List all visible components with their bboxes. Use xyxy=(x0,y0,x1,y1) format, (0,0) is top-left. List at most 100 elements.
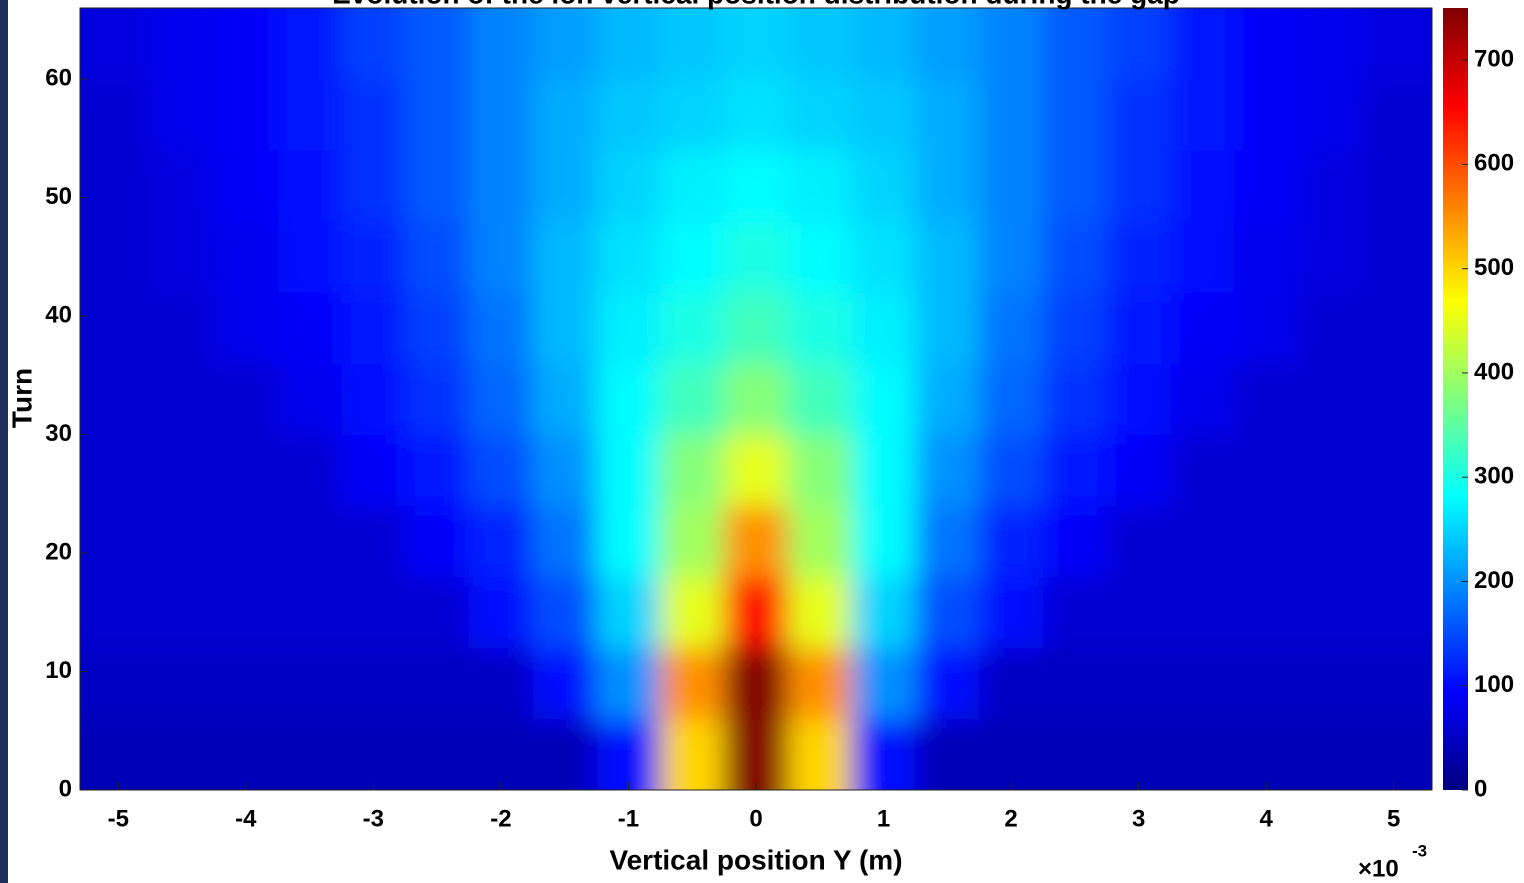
heatmap-cell xyxy=(1361,150,1432,222)
heatmap-cell xyxy=(405,505,470,578)
y-tick-label: 20 xyxy=(45,538,72,565)
heatmap-cell xyxy=(80,718,151,790)
heatmap-cell xyxy=(724,434,789,507)
heatmap-cell xyxy=(532,292,598,364)
x-tick-label: 3 xyxy=(1132,805,1145,832)
colorbar-tick-label: 400 xyxy=(1474,358,1514,385)
heatmap-cell xyxy=(532,8,598,80)
heatmap-cell xyxy=(150,79,215,151)
heatmap-cell xyxy=(80,647,151,720)
heatmap-cell xyxy=(277,505,342,578)
x-multiplier: ×10 xyxy=(1358,855,1399,882)
heatmap-cell xyxy=(469,505,534,578)
heatmap-cell xyxy=(1234,292,1299,364)
heatmap-cell xyxy=(532,505,598,578)
heatmap-cell xyxy=(277,434,342,507)
heatmap-cell xyxy=(660,576,725,649)
heatmap-cell xyxy=(1106,292,1172,364)
y-axis-label: Turn xyxy=(6,368,37,428)
heatmap-cell xyxy=(787,434,853,507)
heatmap-cell xyxy=(851,79,916,151)
heatmap-cell xyxy=(851,8,916,80)
heatmap-cell xyxy=(341,292,406,364)
heatmap-cell xyxy=(787,647,853,720)
heatmap-cell xyxy=(1361,505,1432,578)
heatmap-cell xyxy=(787,576,853,649)
heatmap-cell xyxy=(1170,576,1235,649)
heatmap-cell xyxy=(1170,79,1235,151)
heatmap-cell xyxy=(277,221,342,293)
heatmap-cell xyxy=(1298,576,1363,649)
heatmap-cell xyxy=(1234,718,1299,790)
heatmap-cell xyxy=(405,150,470,222)
heatmap-cell xyxy=(787,79,853,151)
y-tick-label: 60 xyxy=(45,64,72,91)
heatmap-cell xyxy=(1298,79,1363,151)
heatmap-cell xyxy=(596,363,661,436)
heatmap-cell xyxy=(1234,79,1299,151)
heatmap-cell xyxy=(277,8,342,80)
chart-title: Evolution of the ion vertical position d… xyxy=(332,0,1180,9)
heatmap-cell xyxy=(469,8,534,80)
heatmap-cell xyxy=(213,221,279,293)
heatmap-cell xyxy=(150,576,215,649)
x-tick-label: 2 xyxy=(1004,805,1017,832)
heatmap-cell xyxy=(1106,221,1172,293)
heatmap-cell xyxy=(80,576,151,649)
heatmap-cell xyxy=(405,434,470,507)
heatmap-cell xyxy=(1361,576,1432,649)
heatmap-cell xyxy=(469,79,534,151)
heatmap-cell xyxy=(341,576,406,649)
heatmap-cell xyxy=(80,150,151,222)
heatmap-cell xyxy=(1170,221,1235,293)
heatmap-cell xyxy=(80,434,151,507)
heatmap-cell xyxy=(851,221,916,293)
heatmap-cell xyxy=(724,363,789,436)
heatmap-cell xyxy=(724,505,789,578)
heatmap-cell xyxy=(277,647,342,720)
heatmap-cell xyxy=(979,718,1044,790)
heatmap-cell xyxy=(1170,150,1235,222)
heatmap-cell xyxy=(1361,363,1432,436)
heatmap-cell xyxy=(915,576,980,649)
heatmap-cell xyxy=(1170,505,1235,578)
heatmap-cell xyxy=(1234,363,1299,436)
heatmap-cell xyxy=(1298,363,1363,436)
heatmap-cell xyxy=(1170,718,1235,790)
heatmap-cell xyxy=(341,79,406,151)
heatmap-cell xyxy=(469,718,534,790)
heatmap-cell xyxy=(1170,8,1235,80)
heatmap-cell xyxy=(469,363,534,436)
heatmap-cell xyxy=(405,221,470,293)
heatmap-cell xyxy=(915,221,980,293)
heatmap-cell xyxy=(915,363,980,436)
heatmap-cell xyxy=(1234,505,1299,578)
heatmap-cell xyxy=(532,647,598,720)
heatmap-cell xyxy=(1298,150,1363,222)
heatmap-cell xyxy=(80,79,151,151)
heatmap-cell xyxy=(1298,292,1363,364)
heatmap-cell xyxy=(532,221,598,293)
heatmap-cell xyxy=(1042,150,1108,222)
heatmap-cell xyxy=(596,292,661,364)
heatmap-cell xyxy=(150,292,215,364)
heatmap-cell xyxy=(405,8,470,80)
heatmap-cell xyxy=(80,8,151,80)
heatmap-cell xyxy=(660,292,725,364)
heatmap-cell xyxy=(1298,221,1363,293)
heatmap-cell xyxy=(787,363,853,436)
y-tick-label: 0 xyxy=(59,775,72,802)
heatmap-cell xyxy=(596,505,661,578)
heatmap-cell xyxy=(660,505,725,578)
heatmap-cell xyxy=(150,8,215,80)
heatmap-cell xyxy=(660,150,725,222)
heatmap-cell xyxy=(213,79,279,151)
heatmap-cell xyxy=(341,150,406,222)
x-tick-label: 1 xyxy=(877,805,890,832)
heatmap-cell xyxy=(1106,150,1172,222)
heatmap-cell xyxy=(1106,79,1172,151)
heatmap-cell xyxy=(150,221,215,293)
heatmap-cell xyxy=(150,647,215,720)
heatmap-cell xyxy=(979,79,1044,151)
heatmap-cell xyxy=(915,150,980,222)
